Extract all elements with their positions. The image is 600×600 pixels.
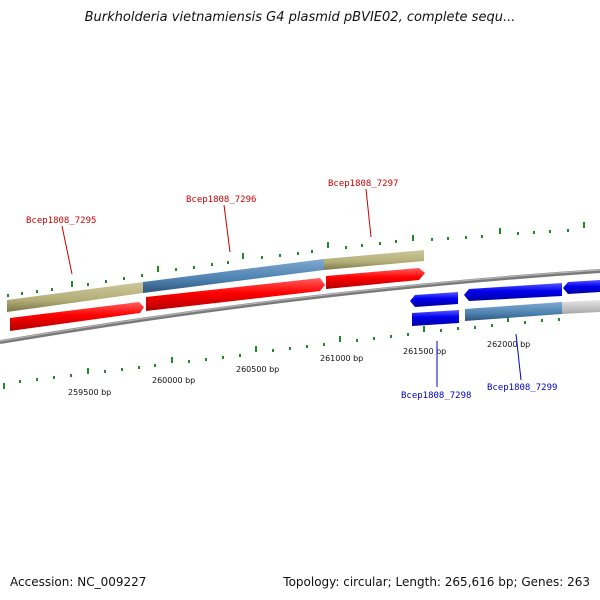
map-title: Burkholderia vietnamiensis G4 plasmid pB… [84, 10, 516, 25]
scale-label: 262000 bp [487, 340, 530, 349]
forward-band-segment [324, 250, 424, 270]
leader-line [515, 333, 522, 381]
reverse-band-row [465, 300, 600, 321]
leader-line [61, 225, 73, 275]
leader-line [365, 188, 372, 238]
scale-label: 260000 bp [152, 376, 195, 385]
lower-tick-row [3, 316, 560, 389]
scale-label: 260500 bp [236, 365, 279, 374]
gene-label-7296[interactable]: Bcep1808_7296 [186, 195, 256, 205]
gene-arrow-7296[interactable] [146, 278, 325, 311]
accession-text: Accession: NC_009227 [10, 575, 147, 589]
gene-arrow-7298-lower[interactable] [412, 310, 459, 326]
gene-arrow-7299[interactable] [464, 283, 562, 301]
forward-band-segment [143, 259, 324, 293]
forward-gene-row [10, 268, 425, 331]
gene-label-7295[interactable]: Bcep1808_7295 [26, 216, 96, 226]
genome-summary: Topology: circular; Length: 265,616 bp; … [283, 575, 590, 589]
gene-label-7297[interactable]: Bcep1808_7297 [328, 179, 398, 189]
gene-arrow-7295[interactable] [10, 302, 144, 331]
reverse-band-segment [465, 302, 562, 321]
gene-label-7298[interactable]: Bcep1808_7298 [401, 391, 471, 401]
gene-arrow-next[interactable] [563, 280, 600, 294]
reverse-gene-row [410, 280, 600, 326]
scale-label: 259500 bp [68, 388, 111, 397]
upper-tick-row [7, 222, 585, 297]
forward-band-row [7, 250, 424, 312]
scale-label: 261500 bp [403, 347, 446, 356]
gene-label-7299[interactable]: Bcep1808_7299 [487, 383, 557, 393]
gene-arrow-7297[interactable] [326, 268, 425, 289]
scale-label: 261000 bp [320, 354, 363, 363]
reverse-band-segment [562, 300, 600, 314]
gene-arrow-7298-upper[interactable] [410, 292, 458, 307]
plasmid-backbone [0, 269, 600, 344]
leader-line [223, 204, 231, 253]
forward-band-segment [7, 282, 143, 312]
